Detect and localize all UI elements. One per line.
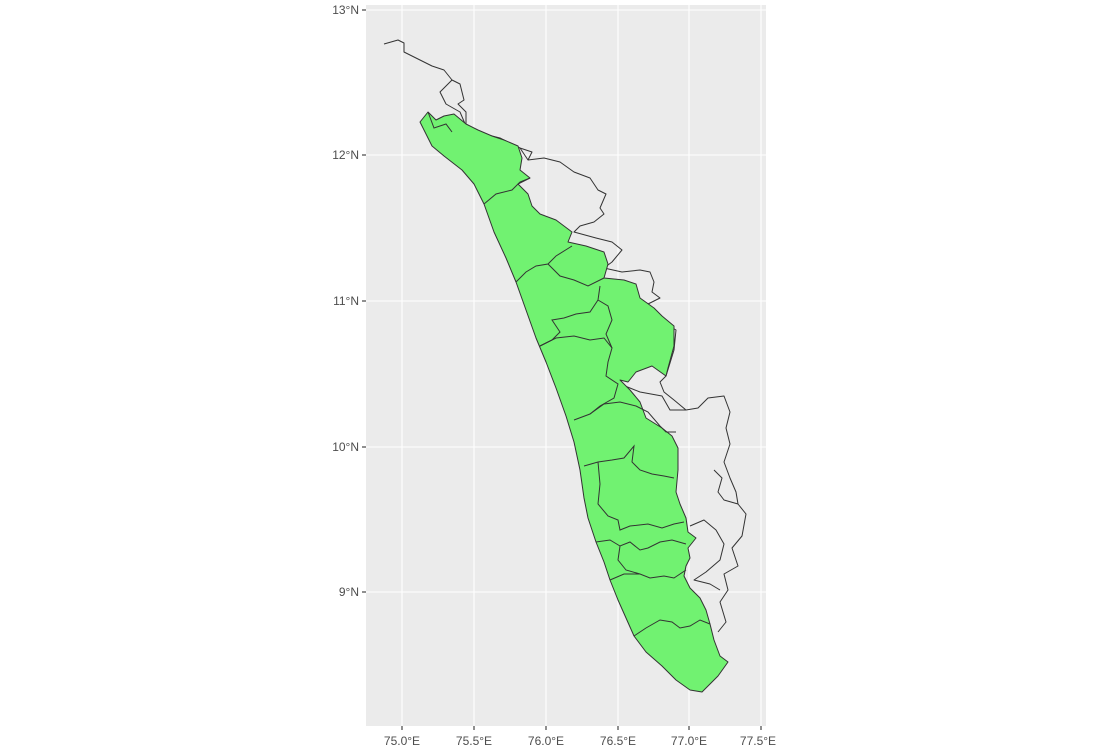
y-tick-label: 12°N [332, 148, 359, 162]
x-tick-label: 76.0°E [528, 734, 564, 748]
neighbor-region-outline [383, 39, 747, 633]
y-tick-label: 10°N [332, 440, 359, 454]
y-axis-ticks [362, 9, 366, 593]
x-tick-label: 75.5°E [456, 734, 492, 748]
neighbor-inner-boundary-1 [439, 79, 467, 127]
y-tick-label: 9°N [339, 585, 359, 599]
x-tick-label: 75.0°E [384, 734, 420, 748]
district-boundaries [427, 111, 711, 637]
neighbor-inner-boundary-4 [689, 519, 725, 591]
x-tick-label: 76.5°E [600, 734, 636, 748]
y-tick-label: 13°N [332, 3, 359, 17]
neighbor-inner-boundary-3 [619, 383, 686, 411]
x-axis-ticks [401, 726, 762, 730]
x-tick-label: 77.5°E [740, 734, 776, 748]
neighbor-inner-boundary-2 [519, 147, 533, 161]
neighbor-inner-boundary-5 [713, 469, 739, 505]
x-tick-label: 77.0°E [671, 734, 707, 748]
y-tick-label: 11°N [333, 294, 359, 308]
